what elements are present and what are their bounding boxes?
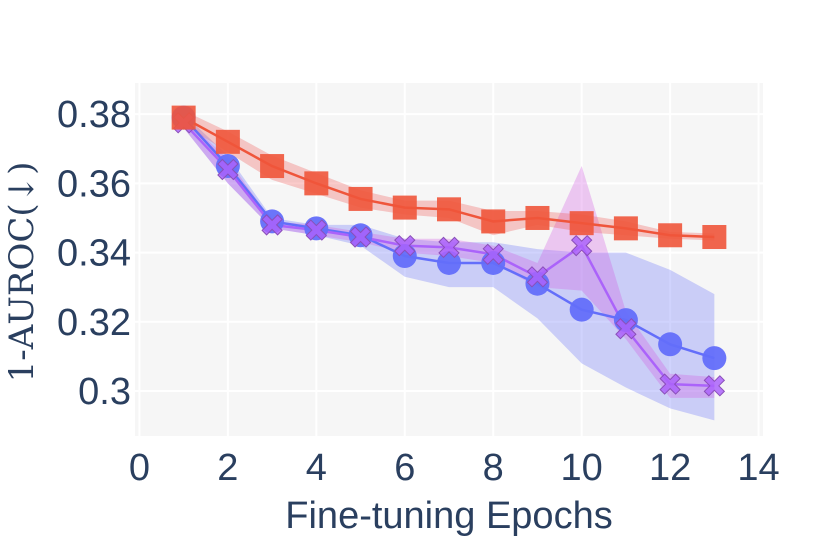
square-marker xyxy=(171,105,196,130)
series-markers xyxy=(171,105,727,397)
square-marker xyxy=(392,195,417,220)
square-marker xyxy=(481,209,506,234)
y-tick-label: 0.36 xyxy=(57,163,131,205)
x-tick-label: 14 xyxy=(737,447,779,489)
x-tick-label: 2 xyxy=(217,447,238,489)
square-marker xyxy=(613,216,638,241)
y-axis-ticks: 0.3 0.32 0.34 0.36 0.38 xyxy=(57,94,131,413)
y-tick-label: 0.3 xyxy=(78,371,131,413)
x-marker xyxy=(261,214,283,236)
x-tick-label: 4 xyxy=(306,447,327,489)
x-tick-label: 12 xyxy=(649,447,691,489)
circle-marker xyxy=(658,332,683,357)
x-axis-ticks: 0 2 4 6 8 10 12 14 xyxy=(129,447,780,489)
x-marker xyxy=(349,226,372,248)
confidence-band-x xyxy=(183,117,715,398)
x-marker xyxy=(394,234,416,257)
x-marker xyxy=(526,266,549,288)
x-tick-label: 10 xyxy=(561,447,603,489)
y-tick-label: 0.38 xyxy=(57,94,131,136)
x-tick-label: 8 xyxy=(483,447,504,489)
x-marker xyxy=(659,373,681,395)
square-marker xyxy=(525,205,550,230)
circle-marker xyxy=(702,346,727,371)
square-marker xyxy=(702,225,727,250)
y-tick-label: 0.32 xyxy=(57,302,131,344)
y-axis-title: 1-AUROC(↓) xyxy=(2,162,42,383)
x-marker xyxy=(570,234,593,257)
square-marker xyxy=(658,223,683,248)
x-marker xyxy=(305,219,328,241)
x-marker xyxy=(438,236,460,259)
square-marker xyxy=(348,186,373,211)
x-marker xyxy=(615,318,637,340)
x-marker xyxy=(703,375,726,397)
x-tick-label: 0 xyxy=(129,447,150,489)
x-axis-title: Fine-tuning Epochs xyxy=(285,495,612,537)
y-tick-label: 0.34 xyxy=(57,233,131,275)
square-marker xyxy=(569,211,594,236)
x-marker xyxy=(482,243,504,266)
square-marker xyxy=(215,129,240,154)
circle-marker xyxy=(569,297,594,322)
x-tick-label: 6 xyxy=(394,447,415,489)
x-marker xyxy=(217,158,239,181)
square-marker xyxy=(260,154,285,179)
square-marker xyxy=(304,171,329,196)
square-marker xyxy=(437,197,461,222)
